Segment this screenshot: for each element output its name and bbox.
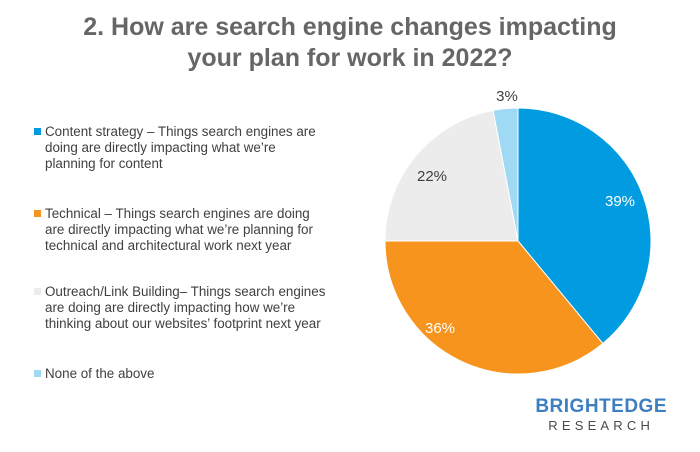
legend-label-none: None of the above	[45, 366, 155, 381]
slice-label-none: 3%	[496, 88, 518, 105]
brand-subtitle: RESEARCH	[548, 418, 655, 433]
chart-title-line-2: your plan for work in 2022?	[187, 44, 513, 72]
chart-title-line-1: 2. How are search engine changes impacti…	[83, 13, 617, 41]
legend-label-content-strategy: Content strategy – Things search engines…	[45, 124, 316, 171]
legend-item-none: None of the above	[34, 366, 354, 382]
slice-label-outreach: 22%	[417, 168, 447, 185]
chart-title: 2. How are search engine changes impacti…	[0, 12, 700, 74]
brand-name: BRIGHTEDGE	[535, 396, 667, 417]
slice-label-content-strategy: 39%	[605, 193, 635, 210]
legend-item-technical: Technical – Things search engines are do…	[34, 206, 354, 254]
pie-slice-technical	[384, 240, 604, 375]
legend-swatch-none	[34, 370, 41, 377]
legend-label-outreach: Outreach/Link Building– Things search en…	[45, 284, 326, 331]
legend-swatch-technical	[34, 210, 41, 217]
legend-item-content-strategy: Content strategy – Things search engines…	[34, 124, 354, 172]
legend-swatch-outreach	[34, 288, 41, 295]
pie-slice-outreach	[384, 109, 519, 242]
pie-slice-content-strategy	[517, 107, 652, 345]
legend-item-outreach: Outreach/Link Building– Things search en…	[34, 284, 354, 332]
pie-slice-none	[492, 107, 519, 242]
legend-swatch-content-strategy	[34, 128, 41, 135]
brightedge-logo: BRIGHTEDGE RESEARCH	[535, 396, 667, 434]
legend-label-technical: Technical – Things search engines are do…	[45, 206, 313, 253]
slice-label-technical: 36%	[425, 320, 455, 337]
